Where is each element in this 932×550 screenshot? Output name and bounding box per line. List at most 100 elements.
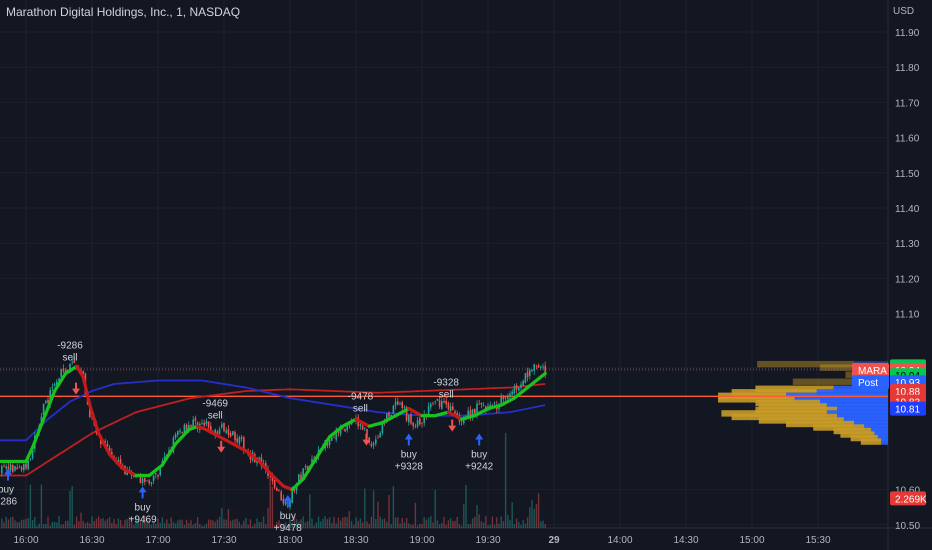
volume-bar: [401, 517, 403, 528]
trade-signals: -9286sellbuy+9469-9469sellbuy+9478-9478s…: [0, 341, 494, 534]
candle-body: [119, 459, 122, 467]
volume-bar: [311, 518, 313, 528]
volume-bar: [386, 521, 388, 528]
buy-signal-value: +9469: [129, 514, 158, 525]
volume-profile-up: [874, 431, 888, 438]
candle-body: [469, 409, 472, 417]
volume-bar: [480, 521, 483, 528]
buy-arrow-icon: [138, 486, 147, 499]
volume-bar: [511, 502, 513, 528]
volume-bar: [491, 516, 494, 528]
volume-bar: [265, 524, 267, 528]
volume-bar: [366, 521, 368, 528]
candle-body: [60, 369, 62, 377]
candle-body: [218, 429, 221, 435]
volume-bars: [1, 433, 546, 528]
volume-bar: [342, 517, 344, 528]
time-tick-label: 15:00: [739, 535, 764, 546]
volume-bar: [122, 525, 124, 528]
volume-bar: [309, 494, 311, 528]
candle-body: [276, 488, 278, 491]
volume-bar: [427, 517, 430, 528]
volume-bar: [502, 521, 505, 528]
candle-body: [269, 475, 271, 477]
price-tick-label: 11.60: [895, 134, 920, 145]
volume-bar: [240, 524, 243, 528]
symbol-name[interactable]: Marathon Digital Holdings, Inc.: [6, 5, 170, 19]
candle-body: [201, 423, 203, 424]
buy-signal-label: buy: [135, 502, 151, 513]
candle-body: [500, 396, 502, 404]
volume-bar: [306, 521, 309, 528]
volume-bar: [507, 515, 509, 528]
price-axis[interactable]: 11.90 11.80 11.70 11.60 11.50 11.40 11.30 11.20…: [895, 28, 920, 532]
candle-body: [524, 373, 527, 383]
volume-bar: [399, 523, 401, 528]
volume-bar: [45, 523, 47, 528]
volume-bar: [452, 521, 454, 528]
volume-bar: [212, 520, 214, 528]
candle-body: [210, 426, 212, 432]
candle-body: [51, 387, 54, 389]
volume-bar: [540, 521, 542, 528]
volume-bar: [227, 509, 230, 528]
time-axis[interactable]: 16:00 16:30 17:00 17:30 18:00 18:30 19:00 19:30…: [13, 535, 830, 546]
candle-body: [49, 390, 51, 405]
candle-body: [216, 431, 219, 434]
volume-profile-down: [792, 378, 858, 385]
volume-bar: [269, 478, 271, 528]
candle-body: [236, 438, 238, 443]
volume-bar: [27, 518, 29, 528]
volume-bar: [471, 518, 474, 528]
candle-body: [489, 404, 491, 407]
volume-profile-up: [877, 434, 888, 442]
volume-bar: [64, 520, 67, 528]
candle-body: [313, 457, 315, 459]
buy-signal-value: +9478: [274, 523, 303, 534]
candle-body: [493, 402, 496, 404]
candle-body: [482, 405, 485, 407]
candle-body: [476, 403, 478, 416]
volume-bar: [348, 511, 351, 528]
sell-signal-value: -9286: [57, 341, 83, 352]
volume-bar: [234, 519, 236, 528]
chart-title[interactable]: Marathon Digital Holdings, Inc., 1, NASD…: [6, 5, 241, 19]
currency-label[interactable]: USD: [893, 6, 915, 17]
candle-body: [533, 364, 535, 371]
sell-signal-label: sell: [353, 404, 368, 415]
volume-bar: [260, 521, 263, 528]
candle-body: [47, 399, 49, 403]
interval-label[interactable]: 1: [176, 5, 183, 19]
volume-bar: [119, 520, 122, 528]
candle-body: [331, 437, 333, 441]
volume-profile-down: [721, 410, 827, 417]
volume-bar: [31, 520, 34, 528]
price-badge-value: 10.88: [895, 387, 920, 398]
volume-bar: [302, 516, 304, 528]
volume-bar: [410, 524, 412, 528]
candle-body: [447, 403, 450, 410]
volume-bar: [397, 517, 399, 528]
volume-bar: [25, 518, 27, 528]
candle-body: [3, 465, 5, 467]
candle-body: [419, 418, 421, 425]
candle-body: [227, 429, 230, 435]
volume-profile-down: [850, 434, 878, 442]
candle-body: [449, 406, 452, 412]
candle-body: [23, 464, 25, 471]
candle-body: [157, 474, 159, 477]
volume-bar: [216, 519, 219, 528]
volume-bar: [67, 520, 69, 528]
volume-bar: [526, 517, 529, 528]
candle-body: [185, 424, 188, 431]
volume-bar: [100, 518, 102, 528]
volume-bar: [161, 517, 164, 528]
volume-profile-up: [794, 396, 888, 403]
volume-bar: [73, 524, 76, 528]
volume-profile-down: [840, 431, 875, 438]
volume-bar: [328, 517, 331, 528]
volume-bar: [177, 520, 179, 528]
volume-bar: [3, 522, 5, 528]
candle-body: [311, 459, 313, 465]
